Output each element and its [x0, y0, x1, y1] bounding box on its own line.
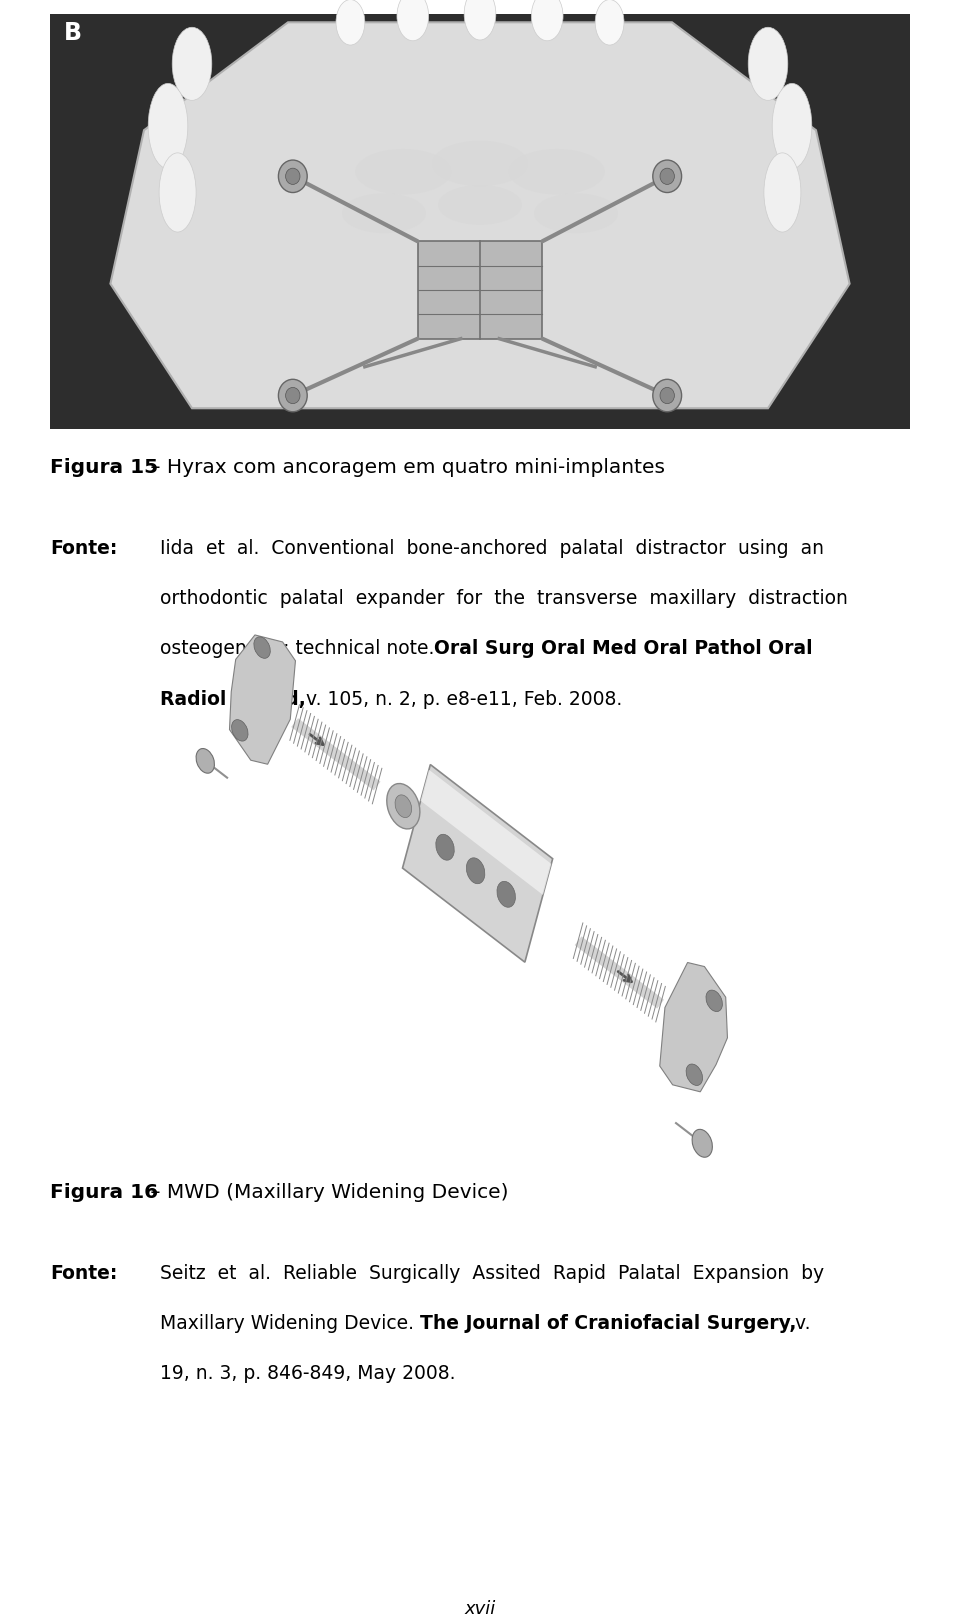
Ellipse shape	[286, 388, 300, 404]
Text: orthodontic  palatal  expander  for  the  transverse  maxillary  distraction: orthodontic palatal expander for the tra…	[160, 589, 849, 607]
Text: osteogenesis: technical note.: osteogenesis: technical note.	[160, 639, 441, 657]
Ellipse shape	[278, 380, 307, 412]
Ellipse shape	[286, 169, 300, 185]
Polygon shape	[420, 771, 551, 896]
Ellipse shape	[355, 149, 451, 195]
Ellipse shape	[772, 84, 812, 169]
Ellipse shape	[465, 0, 495, 41]
Text: Fonte:: Fonte:	[50, 539, 117, 557]
Ellipse shape	[764, 154, 801, 232]
Text: Maxillary Widening Device.: Maxillary Widening Device.	[160, 1313, 420, 1332]
Ellipse shape	[172, 28, 212, 101]
Text: 19, n. 3, p. 846-849, May 2008.: 19, n. 3, p. 846-849, May 2008.	[160, 1363, 456, 1383]
Ellipse shape	[467, 859, 485, 885]
Ellipse shape	[387, 784, 420, 829]
Ellipse shape	[531, 0, 563, 42]
Ellipse shape	[706, 990, 723, 1013]
Text: Seitz  et  al.  Reliable  Surgically  Assited  Rapid  Palatal  Expansion  by: Seitz et al. Reliable Surgically Assited…	[160, 1263, 825, 1282]
Ellipse shape	[686, 1065, 703, 1086]
Ellipse shape	[342, 195, 426, 234]
Ellipse shape	[148, 84, 188, 169]
Bar	[50, 15, 910, 430]
Ellipse shape	[396, 795, 412, 818]
Ellipse shape	[660, 169, 675, 185]
Ellipse shape	[438, 187, 522, 226]
Text: Oral Surg Oral Med Oral Pathol Oral: Oral Surg Oral Med Oral Pathol Oral	[434, 639, 812, 657]
Ellipse shape	[278, 161, 307, 193]
Ellipse shape	[253, 638, 271, 659]
Polygon shape	[660, 962, 728, 1092]
Bar	[418, 242, 542, 339]
Text: Fonte:: Fonte:	[50, 1263, 117, 1282]
Ellipse shape	[660, 388, 675, 404]
Text: B: B	[64, 21, 83, 45]
Polygon shape	[402, 764, 553, 962]
Ellipse shape	[653, 380, 682, 412]
Ellipse shape	[509, 149, 605, 195]
Text: v. 105, n. 2, p. e8-e11, Feb. 2008.: v. 105, n. 2, p. e8-e11, Feb. 2008.	[300, 690, 622, 708]
Text: – Hyrax com ancoragem em quatro mini-implantes: – Hyrax com ancoragem em quatro mini-imp…	[144, 458, 665, 477]
Ellipse shape	[397, 0, 428, 42]
Ellipse shape	[196, 750, 214, 774]
Text: The Journal of Craniofacial Surgery,: The Journal of Craniofacial Surgery,	[420, 1313, 796, 1332]
Text: – MWD (Maxillary Widening Device): – MWD (Maxillary Widening Device)	[144, 1182, 509, 1201]
Polygon shape	[110, 23, 850, 409]
Bar	[50, 589, 910, 1154]
Ellipse shape	[692, 1130, 712, 1157]
Ellipse shape	[231, 721, 248, 742]
Ellipse shape	[497, 881, 516, 907]
Ellipse shape	[336, 0, 365, 45]
Ellipse shape	[432, 141, 528, 187]
Text: Radiol Endod,: Radiol Endod,	[160, 690, 306, 708]
Ellipse shape	[748, 28, 788, 101]
Ellipse shape	[436, 834, 454, 860]
Text: Figura 16: Figura 16	[50, 1182, 158, 1201]
Ellipse shape	[653, 161, 682, 193]
Text: xvii: xvii	[465, 1599, 495, 1617]
Text: Iida  et  al.  Conventional  bone-anchored  palatal  distractor  using  an: Iida et al. Conventional bone-anchored p…	[160, 539, 825, 557]
Ellipse shape	[595, 0, 624, 45]
Ellipse shape	[534, 195, 618, 234]
Polygon shape	[229, 636, 296, 764]
Text: v.: v.	[789, 1313, 810, 1332]
Ellipse shape	[159, 154, 196, 232]
Text: Figura 15: Figura 15	[50, 458, 158, 477]
